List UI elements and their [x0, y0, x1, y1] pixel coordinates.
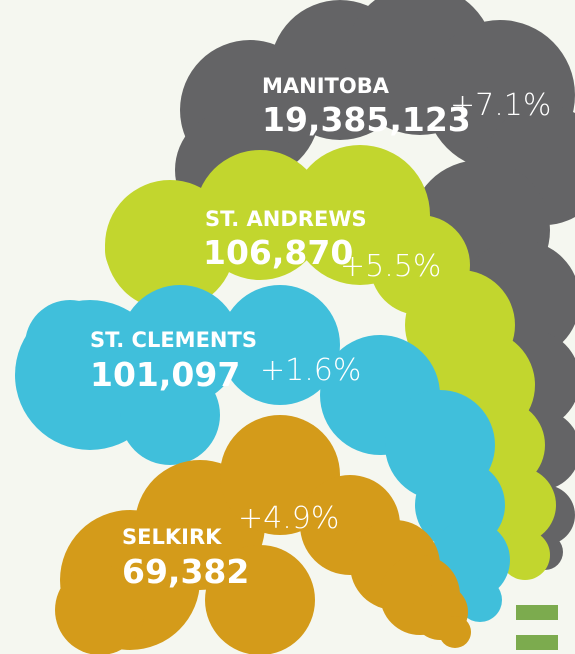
population: 106,870 [203, 233, 353, 272]
st-clements-cloud [15, 285, 510, 622]
population: 101,097 [90, 355, 240, 394]
region-name: SELKIRK [122, 525, 222, 549]
selkirk-cloud [55, 415, 471, 654]
change: +5.5% [340, 249, 441, 284]
population: 19,385,123 [262, 100, 471, 139]
region-name: ST. ANDREWS [205, 207, 367, 231]
change: +1.6% [260, 353, 361, 388]
menu-bar [516, 635, 558, 650]
change: +4.9% [238, 501, 339, 536]
population: 69,382 [122, 552, 249, 591]
change: +7.1% [450, 88, 551, 123]
region-name: ST. CLEMENTS [90, 328, 257, 352]
region-name: MANITOBA [262, 74, 390, 98]
menu-bar [516, 605, 558, 620]
